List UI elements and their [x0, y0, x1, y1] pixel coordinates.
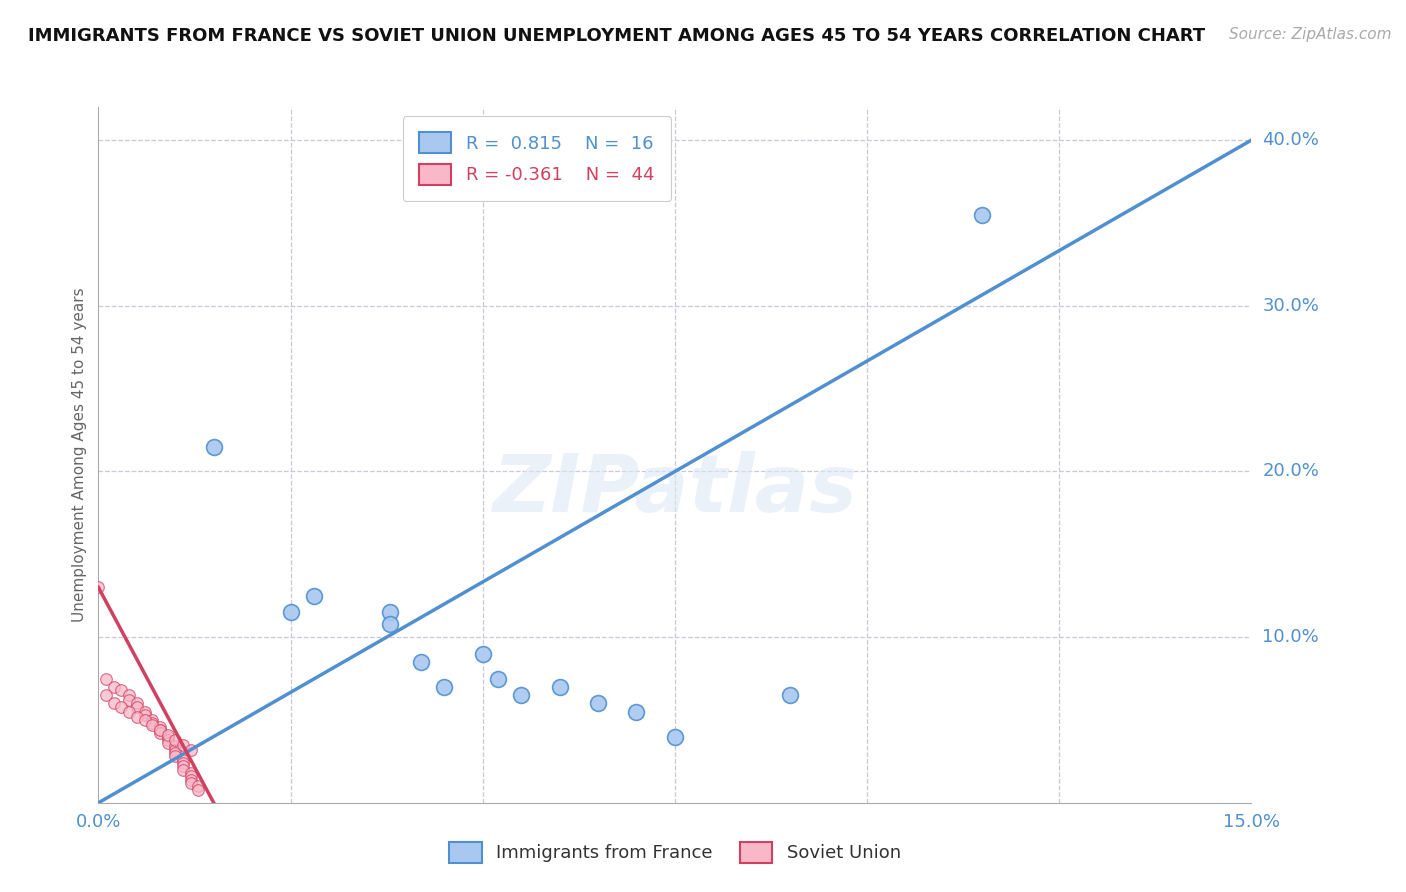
- Point: [165, 732, 187, 747]
- Point: [125, 699, 148, 714]
- Text: Source: ZipAtlas.com: Source: ZipAtlas.com: [1229, 27, 1392, 42]
- Point: [87, 581, 110, 595]
- Point: [180, 766, 202, 780]
- Point: [165, 743, 187, 757]
- Text: 30.0%: 30.0%: [1263, 297, 1319, 315]
- Point: [165, 749, 187, 764]
- Point: [141, 716, 163, 731]
- Point: [380, 616, 402, 631]
- Point: [180, 743, 202, 757]
- Point: [172, 759, 194, 773]
- Point: [103, 697, 125, 711]
- Point: [187, 782, 209, 797]
- Text: IMMIGRANTS FROM FRANCE VS SOVIET UNION UNEMPLOYMENT AMONG AGES 45 TO 54 YEARS CO: IMMIGRANTS FROM FRANCE VS SOVIET UNION U…: [28, 27, 1205, 45]
- Point: [626, 705, 648, 719]
- Point: [172, 738, 194, 752]
- Point: [972, 208, 994, 222]
- Point: [471, 647, 494, 661]
- Point: [149, 723, 172, 737]
- Point: [586, 697, 609, 711]
- Point: [187, 779, 209, 793]
- Text: 10.0%: 10.0%: [1263, 628, 1319, 646]
- Point: [779, 688, 801, 702]
- Point: [165, 746, 187, 760]
- Point: [134, 705, 156, 719]
- Point: [156, 730, 179, 744]
- Point: [118, 705, 141, 719]
- Point: [149, 723, 172, 737]
- Point: [180, 769, 202, 783]
- Point: [172, 756, 194, 770]
- Point: [156, 732, 179, 747]
- Text: ZIPatlas: ZIPatlas: [492, 450, 858, 529]
- Point: [433, 680, 456, 694]
- Point: [149, 726, 172, 740]
- Point: [156, 728, 179, 742]
- Point: [149, 720, 172, 734]
- Point: [141, 718, 163, 732]
- Point: [172, 753, 194, 767]
- Point: [134, 708, 156, 723]
- Point: [118, 688, 141, 702]
- Y-axis label: Unemployment Among Ages 45 to 54 years: Unemployment Among Ages 45 to 54 years: [72, 287, 87, 623]
- Point: [110, 683, 132, 698]
- Point: [180, 776, 202, 790]
- Point: [110, 699, 132, 714]
- Point: [134, 713, 156, 727]
- Point: [486, 672, 509, 686]
- Point: [156, 736, 179, 750]
- Point: [548, 680, 571, 694]
- Point: [172, 763, 194, 777]
- Point: [165, 739, 187, 754]
- Point: [118, 693, 141, 707]
- Point: [125, 709, 148, 723]
- Point: [202, 440, 225, 454]
- Point: [94, 672, 117, 686]
- Point: [94, 688, 117, 702]
- Point: [180, 772, 202, 787]
- Legend: Immigrants from France, Soviet Union: Immigrants from France, Soviet Union: [434, 828, 915, 877]
- Point: [125, 697, 148, 711]
- Point: [664, 730, 686, 744]
- Point: [411, 655, 433, 669]
- Point: [141, 713, 163, 727]
- Point: [510, 688, 533, 702]
- Point: [380, 605, 402, 619]
- Text: 40.0%: 40.0%: [1263, 131, 1319, 149]
- Text: 20.0%: 20.0%: [1263, 462, 1319, 481]
- Point: [302, 589, 325, 603]
- Point: [280, 605, 302, 619]
- Point: [103, 680, 125, 694]
